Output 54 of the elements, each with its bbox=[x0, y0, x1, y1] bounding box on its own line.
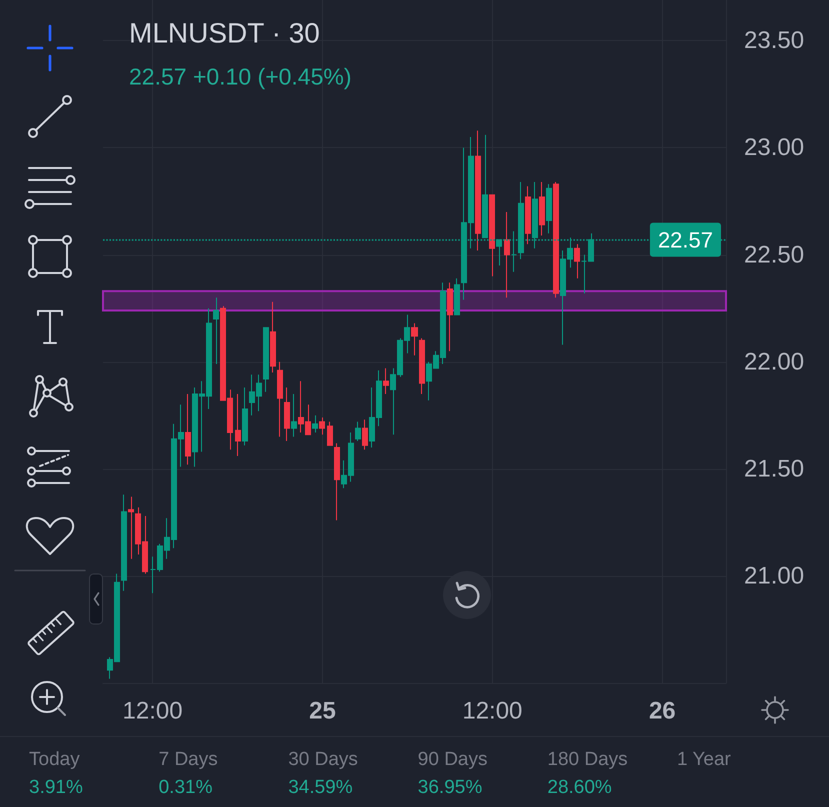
candlestick bbox=[121, 494, 127, 592]
candlestick bbox=[546, 184, 552, 234]
candlestick bbox=[128, 496, 134, 560]
y-tick-label: 22.00 bbox=[744, 348, 804, 376]
text: 90 Days bbox=[418, 748, 488, 772]
text: 180 Days bbox=[547, 748, 628, 772]
text: 34.59% bbox=[288, 776, 353, 800]
text: 0.31% bbox=[158, 776, 212, 800]
candlestick bbox=[327, 421, 333, 446]
x-tick-label: 12:00 bbox=[122, 698, 183, 724]
candlestick bbox=[574, 244, 580, 279]
candlestick bbox=[284, 387, 290, 442]
candlestick bbox=[355, 421, 361, 442]
candlestick bbox=[242, 387, 248, 446]
candlestick bbox=[504, 211, 510, 298]
candlestick bbox=[312, 414, 318, 433]
candlestick bbox=[277, 361, 283, 438]
candlestick bbox=[539, 181, 545, 236]
x-tick-label: 25 bbox=[309, 698, 336, 724]
text: 30 Days bbox=[288, 748, 358, 772]
text: 28.60% bbox=[547, 776, 612, 800]
candlestick bbox=[235, 393, 241, 457]
text: 1 Year bbox=[676, 748, 731, 772]
ref-line-label: 22.57 bbox=[658, 227, 713, 252]
text: 22.57 +0.10 (+0.45%) bbox=[129, 64, 352, 90]
y-tick-label: 21.00 bbox=[744, 562, 804, 590]
candlestick bbox=[475, 130, 481, 252]
candlestick bbox=[334, 442, 340, 521]
candlestick bbox=[270, 301, 276, 374]
y-tick-label: 23.00 bbox=[744, 134, 804, 162]
candlestick bbox=[185, 393, 191, 466]
candlestick bbox=[263, 327, 269, 392]
text: 3.91% bbox=[29, 776, 83, 800]
y-tick-label: 21.50 bbox=[744, 455, 804, 482]
candlestick bbox=[489, 194, 495, 277]
x-tick-label: 12:00 bbox=[462, 698, 522, 724]
candlestick bbox=[525, 186, 531, 245]
x-tick-label: 26 bbox=[648, 698, 676, 724]
candlestick bbox=[411, 322, 418, 356]
candlestick bbox=[553, 181, 559, 298]
candlestick bbox=[454, 278, 460, 316]
candlestick bbox=[419, 338, 425, 394]
candlestick bbox=[447, 282, 453, 352]
text: Today bbox=[29, 748, 80, 772]
text: 36.95% bbox=[418, 776, 482, 800]
candlestick bbox=[213, 297, 219, 364]
candlestick bbox=[291, 393, 297, 438]
candlestick bbox=[362, 419, 368, 450]
candlestick bbox=[319, 417, 325, 436]
candlestick bbox=[383, 368, 389, 394]
y-tick-label: 23.50 bbox=[744, 27, 804, 54]
text: MLNUSDT · 30 bbox=[129, 18, 320, 48]
y-tick-label: 22.50 bbox=[744, 241, 804, 268]
text: 7 Days bbox=[158, 748, 218, 772]
